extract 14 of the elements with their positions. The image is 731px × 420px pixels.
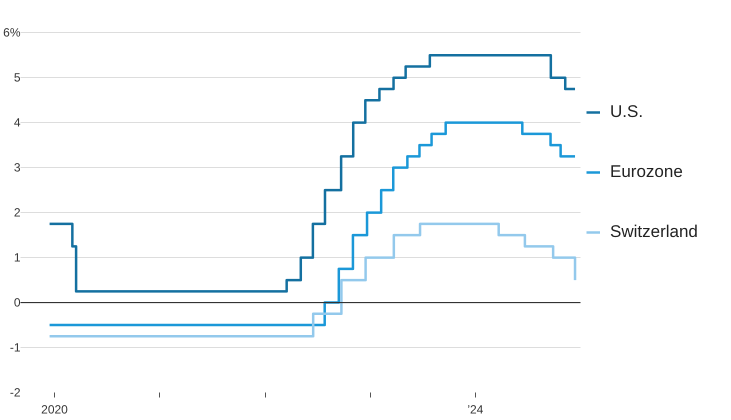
y-tick-label: 2 [14,206,21,220]
y-tick-label: 0 [14,296,21,310]
y-tick-label: 1 [14,250,21,265]
legend-label: Switzerland [610,222,698,242]
y-tick-label: 6% [3,26,21,40]
y-tick-label: -1 [10,340,21,355]
y-tick-label: 5 [14,70,21,85]
y-tick-label: 3 [14,160,21,175]
legend-label: U.S. [610,102,644,122]
x-tick-label: 2020 [41,402,68,416]
x-tick-label: ’24 [467,402,484,416]
y-tick-label: 4 [14,116,21,130]
legend-label: Eurozone [610,162,683,182]
y-tick-label: -2 [10,386,21,400]
